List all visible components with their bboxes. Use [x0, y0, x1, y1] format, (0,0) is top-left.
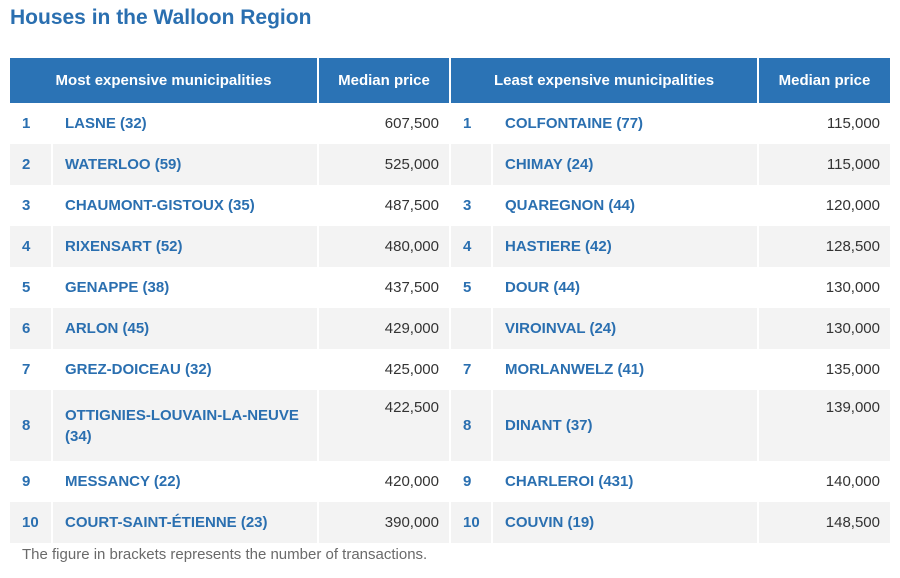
table-row: 4 RIXENSART (52) 480,000 4 HASTIERE (42) 128,… — [10, 226, 890, 267]
median-price-right: 115,000 — [758, 103, 890, 144]
footnote: The figure in brackets represents the nu… — [22, 546, 428, 563]
rank-right: 8 — [450, 390, 493, 461]
median-price-right: 120,000 — [758, 185, 890, 226]
rank-left: 2 — [10, 144, 53, 185]
rank-left: 9 — [10, 461, 53, 502]
municipality-left: GREZ-DOICEAU (32) — [52, 349, 319, 390]
rank-right — [450, 144, 493, 185]
median-price-right: 115,000 — [758, 144, 890, 185]
table-row: 6 ARLON (45) 429,000 VIROINVAL (24) 130,000 — [10, 308, 890, 349]
rank-left: 10 — [10, 502, 53, 543]
median-price-right: 148,500 — [758, 502, 890, 543]
municipality-left: WATERLOO (59) — [52, 144, 319, 185]
municipality-right: QUAREGNON (44) — [492, 185, 759, 226]
price-table: Most expensive municipalities Median pri… — [10, 58, 890, 543]
rank-left: 8 — [10, 390, 53, 461]
median-price-right: 130,000 — [758, 308, 890, 349]
table-body: 1 LASNE (32) 607,500 1 COLFONTAINE (77) 115,0… — [10, 103, 890, 543]
rank-right: 3 — [450, 185, 493, 226]
rank-left: 4 — [10, 226, 53, 267]
page-title: Houses in the Walloon Region — [10, 6, 312, 29]
municipality-right: DOUR (44) — [492, 267, 759, 308]
rank-right — [450, 308, 493, 349]
median-price-left: 525,000 — [318, 144, 451, 185]
municipality-right: VIROINVAL (24) — [492, 308, 759, 349]
rank-left: 1 — [10, 103, 53, 144]
median-price-left: 429,000 — [318, 308, 451, 349]
municipality-right: HASTIERE (42) — [492, 226, 759, 267]
median-price-right: 135,000 — [758, 349, 890, 390]
median-price-left: 487,500 — [318, 185, 451, 226]
table-row: 3 CHAUMONT-GISTOUX (35) 487,500 3 QUAREGNON … — [10, 185, 890, 226]
median-price-left: 420,000 — [318, 461, 451, 502]
table-row: 2 WATERLOO (59) 525,000 CHIMAY (24) 115,000 — [10, 144, 890, 185]
municipality-right: DINANT (37) — [492, 390, 759, 461]
table-row: 1 LASNE (32) 607,500 1 COLFONTAINE (77) 115,0… — [10, 103, 890, 144]
rank-right: 7 — [450, 349, 493, 390]
table-row: 8 OTTIGNIES-LOUVAIN-LA-NEUVE (34) 422,500 8… — [10, 390, 890, 461]
table-row: 10 COURT-SAINT-ÉTIENNE (23) 390,000 10 COUVI… — [10, 502, 890, 543]
rank-right: 5 — [450, 267, 493, 308]
median-price-right: 128,500 — [758, 226, 890, 267]
rank-right: 10 — [450, 502, 493, 543]
rank-left: 6 — [10, 308, 53, 349]
median-price-left: 437,500 — [318, 267, 451, 308]
rank-left: 3 — [10, 185, 53, 226]
median-price-left: 422,500 — [318, 390, 451, 461]
municipality-left: MESSANCY (22) — [52, 461, 319, 502]
header-most-expensive: Most expensive municipalities — [10, 58, 319, 103]
municipality-right: CHIMAY (24) — [492, 144, 759, 185]
municipality-right: CHARLEROI (431) — [492, 461, 759, 502]
median-price-left: 480,000 — [318, 226, 451, 267]
municipality-left: OTTIGNIES-LOUVAIN-LA-NEUVE (34) — [52, 390, 319, 461]
header-median-price-left: Median price — [318, 58, 451, 103]
municipality-right: COLFONTAINE (77) — [492, 103, 759, 144]
rank-right: 1 — [450, 103, 493, 144]
table-row: 7 GREZ-DOICEAU (32) 425,000 7 MORLANWELZ (41… — [10, 349, 890, 390]
median-price-right: 140,000 — [758, 461, 890, 502]
table-row: 5 GENAPPE (38) 437,500 5 DOUR (44) 130,000 — [10, 267, 890, 308]
municipality-right: COUVIN (19) — [492, 502, 759, 543]
municipality-left: LASNE (32) — [52, 103, 319, 144]
municipality-left: RIXENSART (52) — [52, 226, 319, 267]
rank-left: 7 — [10, 349, 53, 390]
median-price-right: 139,000 — [758, 390, 890, 461]
median-price-left: 390,000 — [318, 502, 451, 543]
municipality-right: MORLANWELZ (41) — [492, 349, 759, 390]
header-least-expensive: Least expensive municipalities — [450, 58, 759, 103]
median-price-left: 425,000 — [318, 349, 451, 390]
municipality-left: ARLON (45) — [52, 308, 319, 349]
municipality-left: COURT-SAINT-ÉTIENNE (23) — [52, 502, 319, 543]
rank-right: 9 — [450, 461, 493, 502]
municipality-left: GENAPPE (38) — [52, 267, 319, 308]
median-price-right: 130,000 — [758, 267, 890, 308]
municipality-left: CHAUMONT-GISTOUX (35) — [52, 185, 319, 226]
table-row: 9 MESSANCY (22) 420,000 9 CHARLEROI (431) 140… — [10, 461, 890, 502]
rank-left: 5 — [10, 267, 53, 308]
rank-right: 4 — [450, 226, 493, 267]
table-header-row: Most expensive municipalities Median pri… — [10, 58, 890, 103]
median-price-left: 607,500 — [318, 103, 451, 144]
header-median-price-right: Median price — [758, 58, 890, 103]
